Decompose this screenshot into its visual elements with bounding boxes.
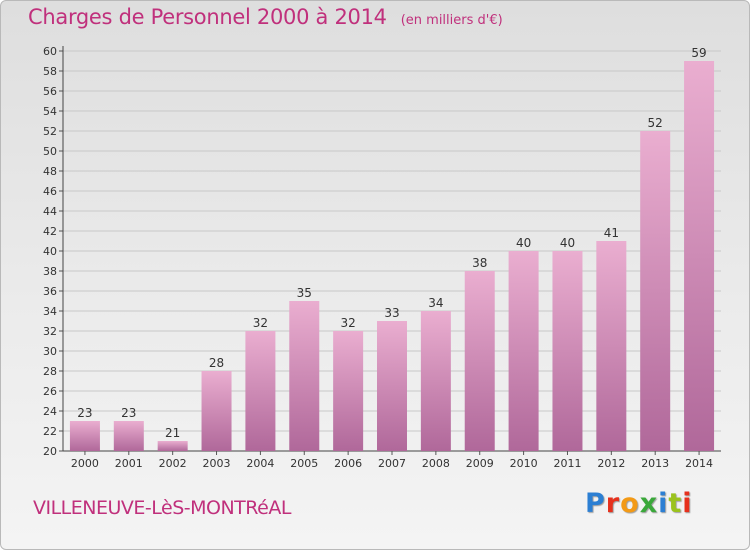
data-label: 23 bbox=[121, 406, 136, 420]
y-tick-label: 22 bbox=[43, 425, 57, 438]
data-label: 23 bbox=[77, 406, 92, 420]
data-labels: 23 23 21 28 32 35 32 33 34 38 40 40 41 52 59 bbox=[77, 46, 706, 440]
bar bbox=[245, 331, 276, 451]
bar bbox=[464, 271, 495, 451]
data-label: 33 bbox=[384, 306, 399, 320]
y-tick-label: 44 bbox=[43, 205, 57, 218]
data-label: 52 bbox=[648, 116, 663, 130]
data-label: 28 bbox=[209, 356, 224, 370]
x-tick-label: 2008 bbox=[422, 457, 450, 470]
data-label: 35 bbox=[297, 286, 312, 300]
y-tick-label: 34 bbox=[43, 305, 57, 318]
data-label: 21 bbox=[165, 426, 180, 440]
y-tick-label: 26 bbox=[43, 385, 57, 398]
bar bbox=[69, 421, 100, 451]
bar bbox=[420, 311, 451, 451]
x-tick-label: 2006 bbox=[334, 457, 362, 470]
data-label: 40 bbox=[516, 236, 531, 250]
x-tick-label: 2004 bbox=[246, 457, 274, 470]
x-tick-label: 2000 bbox=[71, 457, 99, 470]
y-tick-label: 24 bbox=[43, 405, 57, 418]
bar bbox=[684, 61, 715, 451]
bars bbox=[69, 61, 715, 451]
y-tick-label: 48 bbox=[43, 165, 57, 178]
y-tick-label: 40 bbox=[43, 245, 57, 258]
data-label: 40 bbox=[560, 236, 575, 250]
y-tick-labels: 20 22 24 26 28 30 32 34 36 38 40 42 44 46 48 50 52 54 56 58… bbox=[43, 45, 57, 458]
data-label: 59 bbox=[691, 46, 706, 60]
y-tick-label: 54 bbox=[43, 105, 57, 118]
y-tick-label: 56 bbox=[43, 85, 57, 98]
y-tick-label: 58 bbox=[43, 65, 57, 78]
x-tick-label: 2011 bbox=[553, 457, 581, 470]
bar bbox=[640, 131, 671, 451]
y-tick-label: 52 bbox=[43, 125, 57, 138]
y-tick-label: 28 bbox=[43, 365, 57, 378]
x-tick-label: 2014 bbox=[685, 457, 713, 470]
bar bbox=[596, 241, 627, 451]
data-label: 32 bbox=[253, 316, 268, 330]
bar bbox=[333, 331, 364, 451]
chart-title-text: Charges de Personnel 2000 à 2014 bbox=[28, 5, 387, 29]
bar bbox=[157, 441, 188, 451]
y-tick-label: 46 bbox=[43, 185, 57, 198]
x-tick-label: 2005 bbox=[290, 457, 318, 470]
data-label: 38 bbox=[472, 256, 487, 270]
y-tick-label: 36 bbox=[43, 285, 57, 298]
data-label: 34 bbox=[428, 296, 443, 310]
x-tick-labels: 2000 2001 2002 2003 2004 2005 2006 2007 2008 2009… bbox=[71, 457, 713, 470]
x-tick-label: 2003 bbox=[203, 457, 231, 470]
commune-name: VILLENEUVE-LèS-MONTRéAL bbox=[33, 497, 291, 519]
y-tick-label: 30 bbox=[43, 345, 57, 358]
x-tick-label: 2010 bbox=[510, 457, 538, 470]
y-tick-label: 38 bbox=[43, 265, 57, 278]
x-tick-label: 2002 bbox=[159, 457, 187, 470]
x-tick-label: 2013 bbox=[641, 457, 669, 470]
chart-subtitle: (en milliers d'€) bbox=[400, 13, 503, 28]
bar bbox=[508, 251, 539, 451]
bar bbox=[201, 371, 232, 451]
y-tick-label: 60 bbox=[43, 45, 57, 58]
y-tick-label: 32 bbox=[43, 325, 57, 338]
y-tick-label: 42 bbox=[43, 225, 57, 238]
y-tick-label: 20 bbox=[43, 445, 57, 458]
data-label: 41 bbox=[604, 226, 619, 240]
x-tick-label: 2001 bbox=[115, 457, 143, 470]
chart-title: Charges de Personnel 2000 à 2014 (en mill… bbox=[28, 5, 503, 29]
y-tick-label: 50 bbox=[43, 145, 57, 158]
proxiti-logo: Proxiti bbox=[585, 488, 693, 519]
bar bbox=[377, 321, 407, 451]
x-tick-label: 2007 bbox=[378, 457, 406, 470]
bar bbox=[113, 421, 144, 451]
data-label: 32 bbox=[340, 316, 355, 330]
bar bbox=[552, 251, 583, 451]
x-tick-label: 2009 bbox=[466, 457, 494, 470]
x-tick-label: 2012 bbox=[597, 457, 625, 470]
bar bbox=[289, 301, 320, 451]
